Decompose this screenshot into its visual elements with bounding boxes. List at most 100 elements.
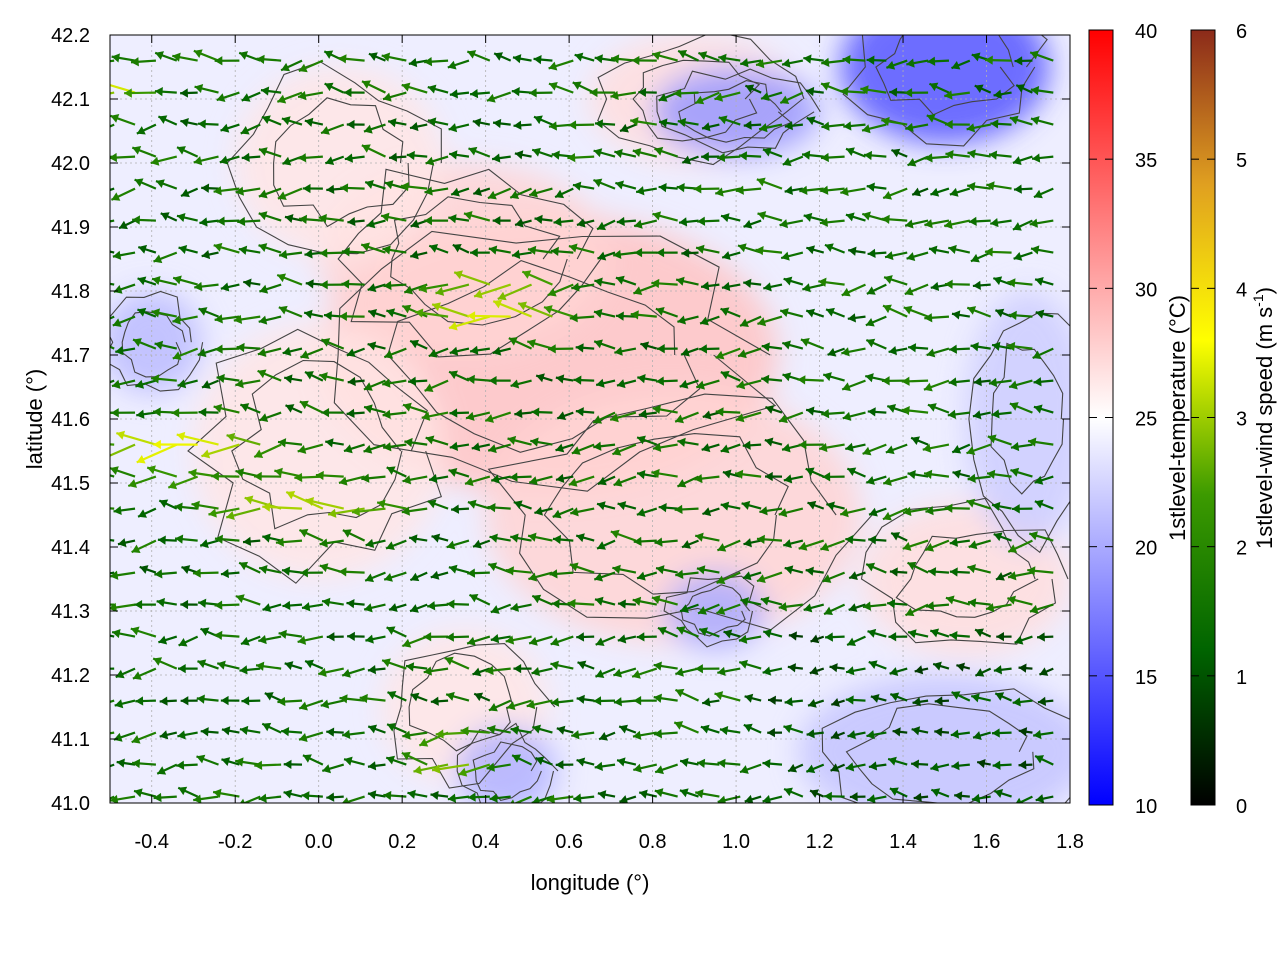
wind-arrow-head <box>366 219 376 229</box>
wind-arrow-head <box>886 60 896 70</box>
wind-arrow-head <box>887 404 897 413</box>
wind-arrow-head <box>784 697 793 707</box>
wind-arrow-head <box>740 318 749 328</box>
wind-arrow-head <box>975 628 984 638</box>
wind-tick-label: 4 <box>1236 279 1247 301</box>
wind-arrow-head <box>951 691 961 700</box>
wind-arrow-head <box>780 95 790 104</box>
wind-arrow-head <box>197 348 207 358</box>
wind-arrow-head <box>533 115 543 125</box>
temperature-colorbar-label: 1stlevel-temperature (°C) <box>1165 295 1190 541</box>
wind-arrow-head <box>254 760 263 770</box>
wind-arrow-head <box>842 54 851 65</box>
wind-arrow-head <box>567 598 576 609</box>
y-tick-label: 41.5 <box>51 473 90 495</box>
wind-arrow-head <box>531 407 540 417</box>
wind-arrow-head <box>194 281 203 292</box>
wind-arrow-head <box>944 279 953 289</box>
wind-arrow-head <box>1034 475 1044 485</box>
temperature-cell <box>798 675 1070 803</box>
temperature-tick-label: 15 <box>1135 667 1157 689</box>
wind-arrow-head <box>948 377 957 387</box>
wind-arrow-head <box>888 346 897 356</box>
wind-arrow-head <box>798 440 807 450</box>
wind-arrow-head <box>576 218 586 228</box>
wind-arrow-head <box>912 187 922 197</box>
y-axis-label: latitude (°) <box>22 369 47 470</box>
wind-arrow-head <box>831 698 841 707</box>
wind-arrow-head <box>576 694 585 704</box>
wind-arrow-head <box>806 764 816 774</box>
wind-arrow-head <box>347 376 356 387</box>
wind-arrow-head <box>430 696 439 706</box>
wind-arrow-head <box>153 657 163 666</box>
wind-arrow-head <box>807 698 817 708</box>
wind-arrow-head <box>446 540 456 550</box>
wind-arrow-head <box>762 666 772 676</box>
wind-arrow-head <box>112 250 122 260</box>
wind-arrow-head <box>1007 341 1016 352</box>
wind-arrow-head <box>527 245 537 255</box>
wind-arrow-head <box>92 799 101 807</box>
wind-arrow-head <box>1007 278 1016 288</box>
wind-arrow-head <box>472 667 482 677</box>
wind-arrow-head <box>738 349 747 359</box>
wind-arrow-head <box>421 411 431 421</box>
wind-arrow-head <box>382 658 391 668</box>
wind-arrow-head <box>717 666 726 676</box>
wind-arrow-head <box>487 502 496 513</box>
wind-arrow-head <box>995 308 1005 318</box>
wind-arrow-head <box>258 243 268 252</box>
contour-line <box>472 741 542 802</box>
wind-arrow-head <box>324 50 334 59</box>
wind-arrow-head <box>617 757 626 767</box>
wind-arrow-head <box>235 186 244 196</box>
wind-arrow-head <box>432 764 441 774</box>
wind-arrow-head <box>214 56 223 66</box>
wind-arrow-head <box>783 724 793 734</box>
wind-arrow-head <box>677 315 687 325</box>
wind-arrow-head <box>862 124 871 134</box>
wind-arrow-head <box>945 149 954 160</box>
wind-arrow-head <box>906 58 915 68</box>
wind-arrow-head <box>740 58 749 68</box>
wind-arrow-head <box>610 529 620 539</box>
wind-arrow-head <box>677 479 687 488</box>
wind-arrow-head <box>160 212 170 221</box>
wind-arrow-head <box>551 599 560 609</box>
wind-arrow-head <box>507 435 517 445</box>
wind-arrow-head <box>298 63 308 73</box>
wind-arrow-head <box>806 729 815 739</box>
wind-arrow-head <box>653 693 663 703</box>
wind-arrow-head <box>905 122 914 132</box>
wind-arrow-head <box>966 446 976 456</box>
wind-arrow-head <box>930 628 940 638</box>
wind-arrow-head <box>881 376 890 386</box>
wind-arrow-head <box>680 757 689 767</box>
wind-arrow-head <box>138 244 148 254</box>
wind-arrow-head <box>577 660 587 670</box>
wind-arrow-head <box>743 278 752 289</box>
wind-arrow-head <box>402 304 412 314</box>
wind-arrow-head <box>131 544 141 554</box>
wind-arrow-head <box>820 152 829 163</box>
wind-arrow-head <box>702 507 712 517</box>
x-tick-label: -0.2 <box>218 831 252 853</box>
wind-arrow-head <box>262 722 272 732</box>
wind-tick-label: 3 <box>1236 409 1247 431</box>
wind-arrow-head <box>451 187 460 197</box>
wind-arrow-head <box>365 573 375 583</box>
wind-arrow-head <box>344 756 353 766</box>
wind-arrow-head <box>193 49 203 58</box>
wind-arrow-head <box>241 696 250 706</box>
wind-arrow-head <box>297 444 307 454</box>
wind-arrow-head <box>744 794 754 803</box>
wind-arrow-head <box>848 603 858 613</box>
wind-arrow-head <box>821 121 830 131</box>
wind-arrow-head <box>866 182 875 192</box>
wind-arrow-head <box>787 663 797 673</box>
wind-arrow-head <box>695 789 704 799</box>
wind-arrow-head <box>551 150 560 160</box>
wind-arrow-head <box>110 794 119 803</box>
wind-arrow-head <box>283 789 293 799</box>
